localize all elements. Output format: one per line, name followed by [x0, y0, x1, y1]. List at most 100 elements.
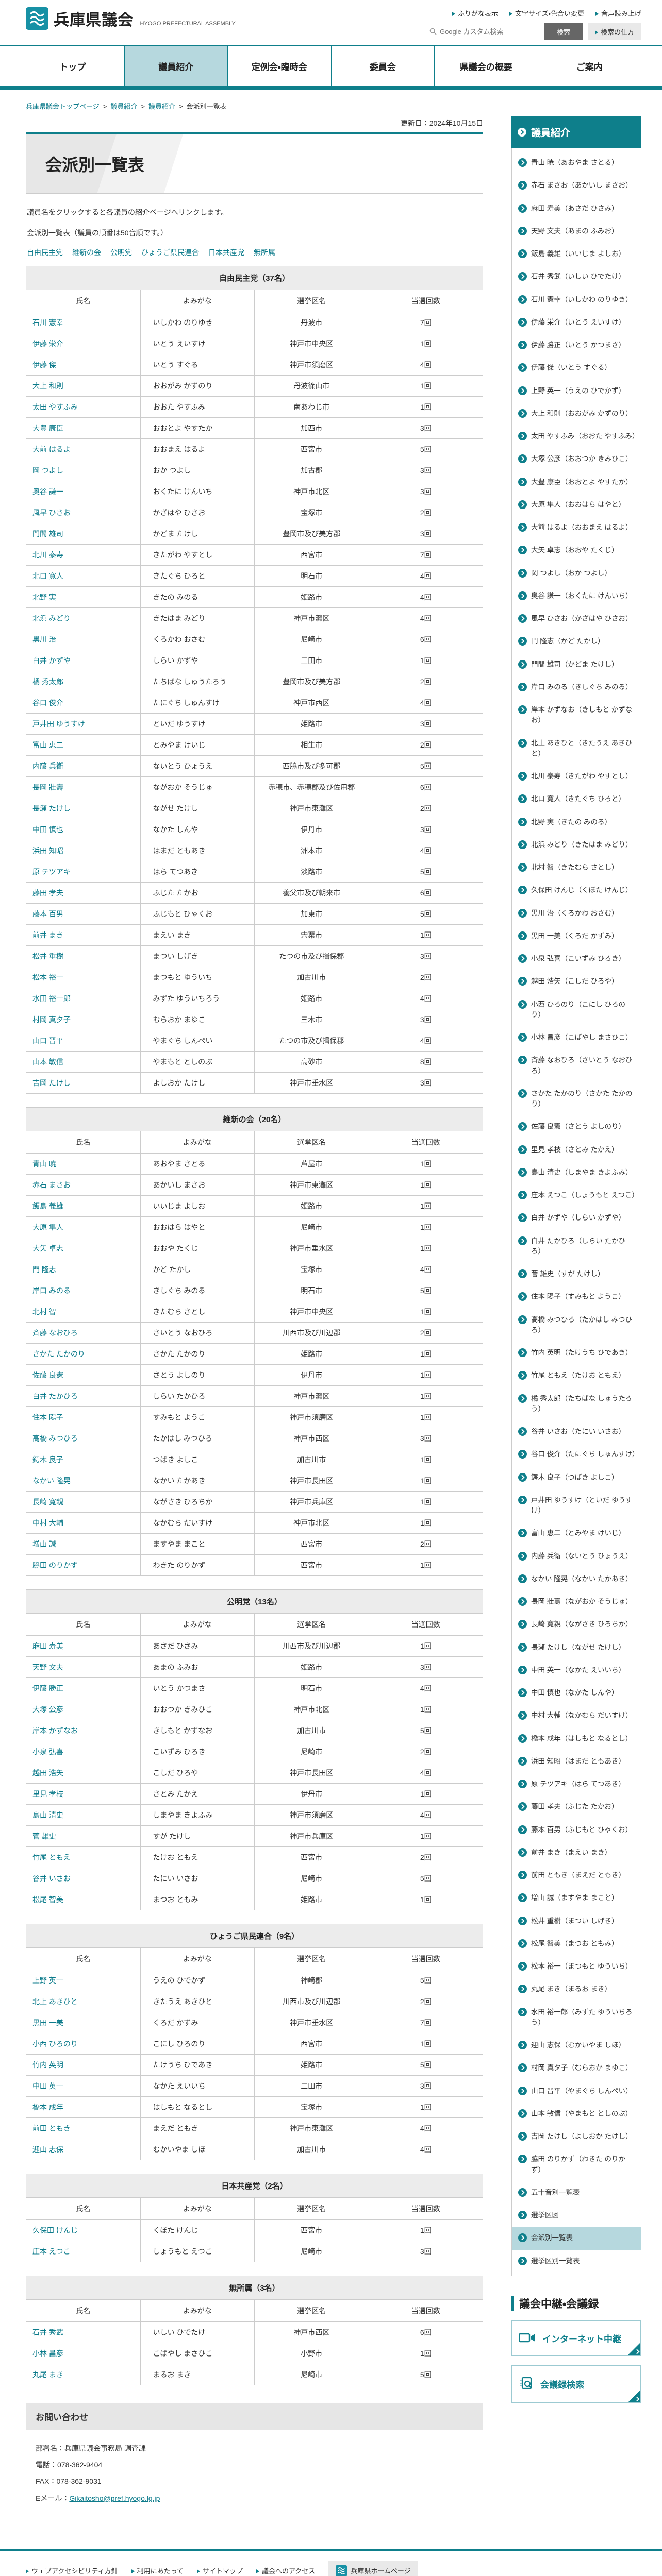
member-link[interactable]: 鍔木 良子 [32, 1455, 63, 1464]
member-link[interactable]: 白井 かずや [32, 656, 71, 665]
member-link[interactable]: 長瀬 たけし [32, 804, 71, 812]
sidebar-member-item[interactable]: 谷井 いさお（たにい いさお） [512, 1420, 641, 1443]
member-link[interactable]: 吉岡 たけし [32, 1079, 71, 1087]
sidebar-member-item[interactable]: 中村 大輔（なかむら だいすけ） [512, 1704, 641, 1727]
sidebar-member-item[interactable]: 麻田 寿美（あさだ ひさみ） [512, 197, 641, 220]
sidebar-member-item[interactable]: 北上 あきひと（きたうえ あきひと） [512, 732, 641, 766]
sidebar-member-item[interactable]: 山本 敏信（やまもと としのぶ） [512, 2103, 641, 2125]
member-link[interactable]: 松尾 智美 [32, 1895, 63, 1904]
sidebar-member-item[interactable]: 岸口 みのる（きしぐち みのる） [512, 676, 641, 699]
sidebar-member-item[interactable]: 橋本 成年（はしもと なるとし） [512, 1727, 641, 1750]
search-input[interactable] [425, 23, 544, 40]
sidebar-member-item[interactable]: 谷口 俊介（たにぐち しゅんすけ） [512, 1443, 641, 1466]
member-link[interactable]: 島山 清史 [32, 1811, 63, 1819]
footer-link-0[interactable]: ウェブアクセシビリティ方針 [26, 2566, 118, 2575]
sidebar-member-item[interactable]: 長瀬 たけし（ながせ たけし） [512, 1636, 641, 1659]
member-link[interactable]: 大豊 康臣 [32, 424, 63, 432]
sidebar-member-item[interactable]: 戸井田 ゆうすけ（といだ ゆうすけ） [512, 1489, 641, 1522]
sidebar-member-item[interactable]: さかた たかのり（さかた たかのり） [512, 1082, 641, 1116]
member-link[interactable]: さかた たかのり [32, 1350, 85, 1358]
sidebar-member-item[interactable]: 前井 まき（まえい まき） [512, 1841, 641, 1864]
member-link[interactable]: 戸井田 ゆうすけ [32, 720, 85, 728]
footer-link-3[interactable]: 議会へのアクセス [256, 2566, 315, 2575]
member-link[interactable]: 小泉 弘喜 [32, 1748, 63, 1756]
member-link[interactable]: 上野 英一 [32, 1976, 63, 1985]
party-anchor-link-5[interactable]: 無所属 [254, 248, 275, 257]
member-link[interactable]: 迎山 志保 [32, 2145, 63, 2154]
sidebar-member-item[interactable]: 門 隆志（かど たかし） [512, 630, 641, 653]
member-link[interactable]: 谷井 いさお [32, 1874, 71, 1883]
member-link[interactable]: 風早 ひさお [32, 509, 71, 517]
member-link[interactable]: 北川 泰寿 [32, 551, 63, 559]
sidebar-member-item[interactable]: 竹内 英明（たけうち ひであき） [512, 1342, 641, 1364]
sidebar-member-item[interactable]: 白井 かずや（しらい かずや） [512, 1207, 641, 1229]
party-anchor-link-1[interactable]: 維新の会 [72, 248, 101, 257]
member-link[interactable]: 庄本 えつこ [32, 2247, 71, 2256]
member-link[interactable]: 大塚 公彦 [32, 1705, 63, 1714]
sidebar-member-item[interactable]: 佐藤 良憲（さとう よしのり） [512, 1115, 641, 1138]
member-link[interactable]: 浜田 知昭 [32, 846, 63, 855]
sidebar-member-item[interactable]: 斉藤 なおひろ（さいとう なおひろ） [512, 1049, 641, 1082]
footer-link-2[interactable]: サイトマップ [197, 2566, 243, 2575]
sidebar-member-item[interactable]: 大上 和則（おおがみ かずのり） [512, 402, 641, 425]
sidebar-member-item[interactable]: 島山 清史（しまやま きよふみ） [512, 1161, 641, 1184]
member-link[interactable]: なかい 隆晃 [32, 1477, 71, 1485]
member-link[interactable]: 住本 陽子 [32, 1413, 63, 1421]
member-link[interactable]: 藤本 百男 [32, 910, 63, 918]
sidebar-member-item[interactable]: 山口 晋平（やまぐち しんぺい） [512, 2080, 641, 2103]
member-link[interactable]: 丸尾 まき [32, 2370, 63, 2379]
sidebar-member-item[interactable]: 竹尾 ともえ（たけお ともえ） [512, 1364, 641, 1387]
member-link[interactable]: 中田 慎也 [32, 825, 63, 834]
sidebar-member-item[interactable]: 藤田 孝夫（ふじた たかお） [512, 1795, 641, 1818]
member-link[interactable]: 北上 あきひと [32, 1997, 78, 2006]
sidebar-member-item[interactable]: 菅 雄史（すが たけし） [512, 1263, 641, 1285]
member-link[interactable]: 松本 裕一 [32, 973, 63, 981]
sidebar-member-item[interactable]: 北口 寛人（きたぐち ひろと） [512, 788, 641, 810]
sidebar-member-item[interactable]: 水田 裕一郎（みずた ゆういちろう） [512, 2001, 641, 2035]
sidebar-member-item[interactable]: 浜田 知昭（はまだ ともあき） [512, 1750, 641, 1773]
sidebar-member-item[interactable]: 長崎 寛親（ながさき ひろちか） [512, 1613, 641, 1636]
site-logo[interactable]: 兵庫県議会 HYOGO PREFECTURAL ASSEMBLY [26, 7, 236, 30]
sidebar-member-item[interactable]: 吉岡 たけし（よしおか たけし） [512, 2125, 641, 2148]
breadcrumb-item-2[interactable]: 議員紹介 [148, 103, 175, 110]
sidebar-member-item[interactable]: 奥谷 謙一（おくたに けんいち） [512, 585, 641, 607]
member-link[interactable]: 山本 敏信 [32, 1058, 63, 1066]
sidebar-member-item[interactable]: 前田 ともき（まえだ ともき） [512, 1864, 641, 1887]
member-link[interactable]: 高橋 みつひろ [32, 1434, 78, 1443]
sidebar-menu-item-2[interactable]: 会派別一覧表 [512, 2227, 641, 2250]
member-link[interactable]: 太田 やすふみ [32, 403, 78, 411]
member-link[interactable]: 門間 雄司 [32, 530, 63, 538]
sidebar-member-item[interactable]: 黒川 治（くろかわ おさむ） [512, 902, 641, 925]
party-anchor-link-2[interactable]: 公明党 [110, 248, 132, 257]
sidebar-member-item[interactable]: 松尾 智美（まつお ともみ） [512, 1933, 641, 1955]
sidebar-menu-item-0[interactable]: 五十音別一覧表 [512, 2181, 641, 2204]
sidebar-member-item[interactable]: 太田 やすふみ（おおた やすふみ） [512, 425, 641, 448]
member-link[interactable]: 中村 大輔 [32, 1519, 63, 1527]
member-link[interactable]: 斉藤 なおひろ [32, 1329, 78, 1337]
member-link[interactable]: 飯島 義雄 [32, 1202, 63, 1210]
sidebar-member-item[interactable]: 増山 誠（ますやま まこと） [512, 1887, 641, 1909]
sidebar-member-item[interactable]: 石井 秀武（いしい ひでたけ） [512, 265, 641, 288]
sidebar-member-item[interactable]: 里見 孝枝（さとみ たかえ） [512, 1139, 641, 1161]
sidebar-member-item[interactable]: 黒田 一美（くろだ かずみ） [512, 925, 641, 947]
member-link[interactable]: 天野 文夫 [32, 1663, 63, 1671]
sidebar-member-item[interactable]: 丸尾 まき（まるお まき） [512, 1978, 641, 2001]
member-link[interactable]: 水田 裕一郎 [32, 994, 71, 1003]
sidebar-member-item[interactable]: 門間 雄司（かどま たけし） [512, 653, 641, 676]
member-link[interactable]: 伊藤 傑 [32, 361, 56, 369]
member-link[interactable]: 藤田 孝夫 [32, 889, 63, 897]
member-link[interactable]: 伊藤 栄介 [32, 340, 63, 348]
sidebar-member-item[interactable]: 北村 智（きたむら さとし） [512, 856, 641, 879]
member-link[interactable]: 中田 英一 [32, 2082, 63, 2090]
sidebar-member-item[interactable]: 飯島 義雄（いいじま よしお） [512, 243, 641, 265]
search-help-button[interactable]: 検索の仕方 [587, 23, 641, 40]
sidebar-member-item[interactable]: 内藤 兵衛（ないとう ひょうえ） [512, 1545, 641, 1568]
member-link[interactable]: 長崎 寛親 [32, 1498, 63, 1506]
member-link[interactable]: 松井 重樹 [32, 952, 63, 960]
breadcrumb-item-1[interactable]: 議員紹介 [110, 103, 138, 110]
member-link[interactable]: 大矢 卓志 [32, 1244, 63, 1252]
member-link[interactable]: 岸本 かずなお [32, 1726, 78, 1735]
header-quick-link-2[interactable]: 音声読み上げ [595, 8, 641, 18]
sidebar-member-item[interactable]: 大矢 卓志（おおや たくじ） [512, 539, 641, 562]
member-link[interactable]: 大前 はるよ [32, 445, 71, 453]
